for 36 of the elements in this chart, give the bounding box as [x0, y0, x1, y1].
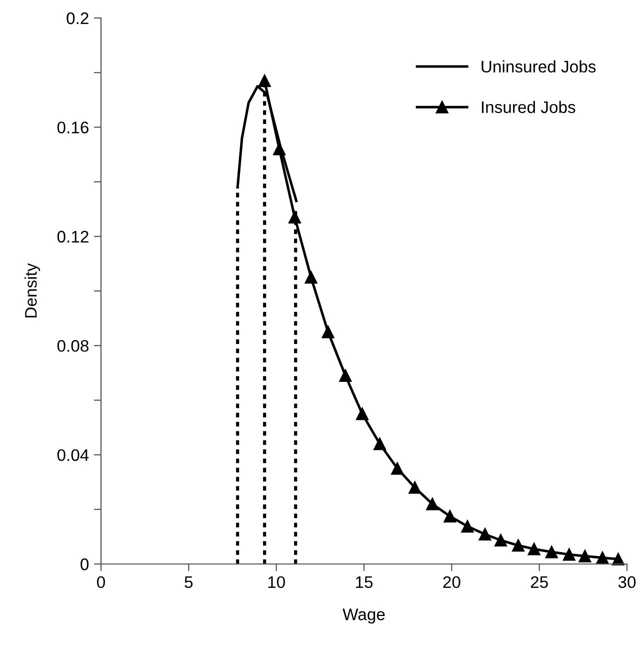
y-tick-label: 0 [80, 558, 89, 570]
point [562, 548, 576, 561]
point [528, 542, 540, 556]
x-tick-label: 15 [356, 576, 373, 588]
point [304, 271, 318, 284]
point [374, 438, 386, 450]
legend-label: Uninsured Jobs [482, 60, 596, 73]
point [596, 551, 609, 564]
y-tick-label: 0.08 [57, 340, 88, 352]
legend-label: Insured Jobs [482, 100, 576, 114]
point [494, 534, 508, 546]
x-tick-label: 20 [443, 576, 460, 588]
point [512, 539, 525, 552]
x-tick-label: 5 [184, 576, 193, 588]
y-tick-label: 0.2 [66, 12, 88, 24]
y-tick-label: 0.12 [57, 230, 88, 243]
point [478, 528, 492, 540]
x-tick-label: 0 [97, 576, 105, 588]
y-tick-label: 0.16 [57, 122, 88, 134]
point [612, 552, 624, 566]
x-tick-label: 30 [618, 576, 636, 588]
x-axis-title: Wage [342, 608, 385, 624]
point [391, 462, 404, 475]
point [408, 481, 422, 494]
point [545, 546, 558, 558]
point [339, 369, 352, 382]
x-tick-label: 10 [268, 576, 285, 588]
x-tick-label: 25 [530, 576, 548, 588]
point [461, 520, 474, 533]
point [578, 550, 592, 562]
point [322, 326, 334, 338]
point [356, 408, 368, 420]
y-tick-label: 0.04 [57, 449, 89, 462]
point [444, 510, 456, 522]
point [426, 498, 439, 510]
y-axis-title: Density [24, 263, 40, 318]
